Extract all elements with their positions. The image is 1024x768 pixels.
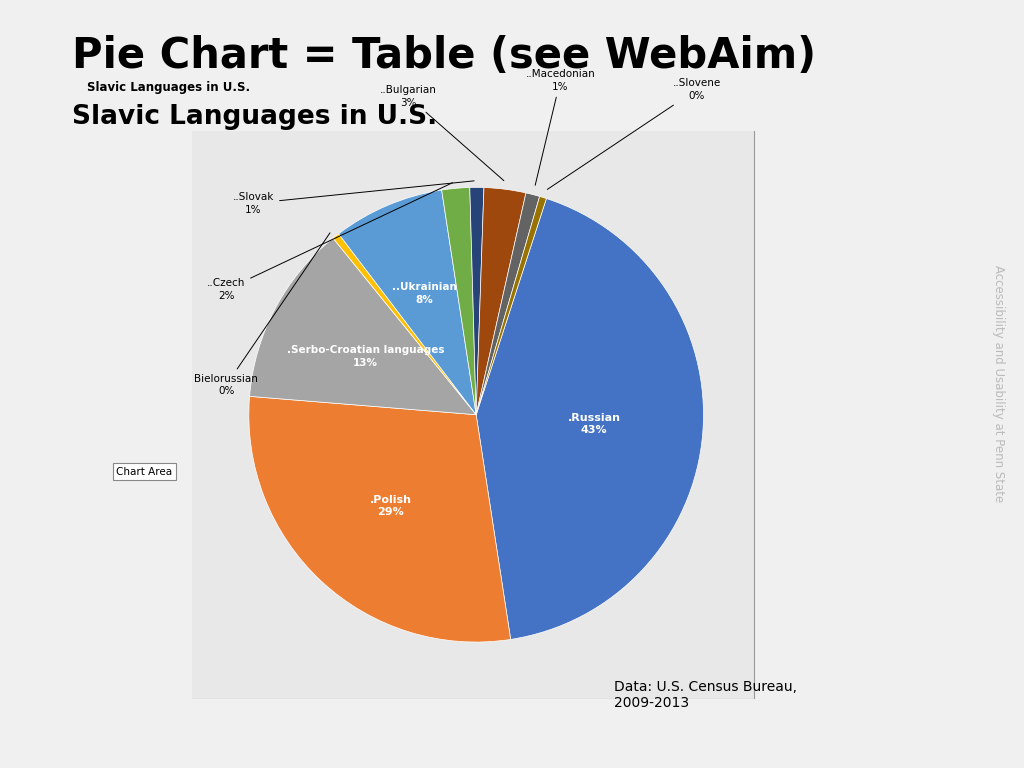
- Text: Slavic Languages in U.S.: Slavic Languages in U.S.: [72, 104, 437, 130]
- Wedge shape: [476, 187, 526, 415]
- Text: .Polish
29%: .Polish 29%: [370, 495, 412, 518]
- Text: Accessibility and Usability at Penn State: Accessibility and Usability at Penn Stat…: [992, 266, 1005, 502]
- Text: Pie Chart = Table (see WebAim): Pie Chart = Table (see WebAim): [72, 35, 816, 77]
- Text: ..Macedonian
1%: ..Macedonian 1%: [525, 69, 595, 185]
- Text: Data: U.S. Census Bureau,
2009-2013: Data: U.S. Census Bureau, 2009-2013: [614, 680, 798, 710]
- Wedge shape: [476, 193, 540, 415]
- Text: ..Czech
2%: ..Czech 2%: [207, 183, 453, 301]
- Wedge shape: [250, 238, 476, 415]
- Wedge shape: [476, 197, 547, 415]
- Wedge shape: [441, 187, 476, 415]
- Text: ..Ukrainian
8%: ..Ukrainian 8%: [392, 282, 457, 305]
- Text: Chart Area: Chart Area: [116, 466, 172, 477]
- Wedge shape: [476, 198, 703, 640]
- Text: .Serbo-Croatian languages
13%: .Serbo-Croatian languages 13%: [287, 345, 444, 368]
- Wedge shape: [339, 190, 476, 415]
- Text: Slavic Languages in U.S.: Slavic Languages in U.S.: [87, 81, 251, 94]
- Text: Bielorussian
0%: Bielorussian 0%: [195, 233, 330, 396]
- Wedge shape: [333, 233, 476, 415]
- Text: ..Bulgarian
3%: ..Bulgarian 3%: [380, 85, 504, 180]
- Wedge shape: [249, 396, 511, 642]
- Text: ..Slovene
0%: ..Slovene 0%: [548, 78, 721, 190]
- Text: ..Slovak
1%: ..Slovak 1%: [232, 180, 474, 214]
- Wedge shape: [470, 187, 484, 415]
- Text: .Russian
43%: .Russian 43%: [567, 413, 621, 435]
